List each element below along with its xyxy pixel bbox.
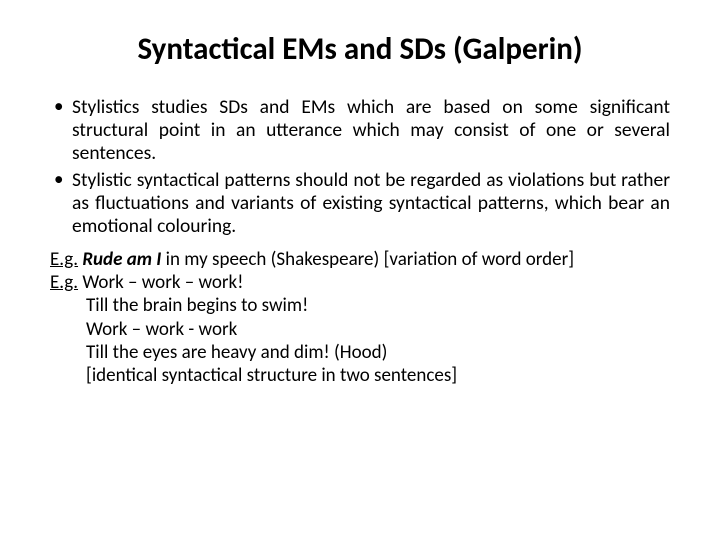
example-line: E.g. Work – work – work!: [50, 271, 670, 294]
example-line: [identical syntactical structure in two …: [50, 364, 670, 387]
bullet-list: Stylistics studies SDs and EMs which are…: [50, 96, 670, 238]
example-line: Work – work - work: [50, 318, 670, 341]
example-line: Till the brain begins to swim!: [50, 294, 670, 317]
example-text: in my speech (Shakespeare) [variation of…: [161, 248, 574, 271]
example-text: Work – work – work!: [78, 271, 243, 294]
slide: Syntactical EMs and SDs (Galperin) Styli…: [0, 0, 720, 540]
example-line: E.g. Rude am I in my speech (Shakespeare…: [50, 248, 670, 271]
example-line: Till the eyes are heavy and dim! (Hood): [50, 341, 670, 364]
example-bold-italic: Rude am I: [82, 248, 161, 271]
bullet-item: Stylistics studies SDs and EMs which are…: [50, 96, 670, 165]
slide-title: Syntactical EMs and SDs (Galperin): [50, 30, 670, 68]
examples-block: E.g. Rude am I in my speech (Shakespeare…: [50, 248, 670, 387]
eg-label: E.g.: [50, 248, 78, 271]
eg-label: E.g.: [50, 271, 78, 294]
bullet-item: Stylistic syntactical patterns should no…: [50, 169, 670, 238]
